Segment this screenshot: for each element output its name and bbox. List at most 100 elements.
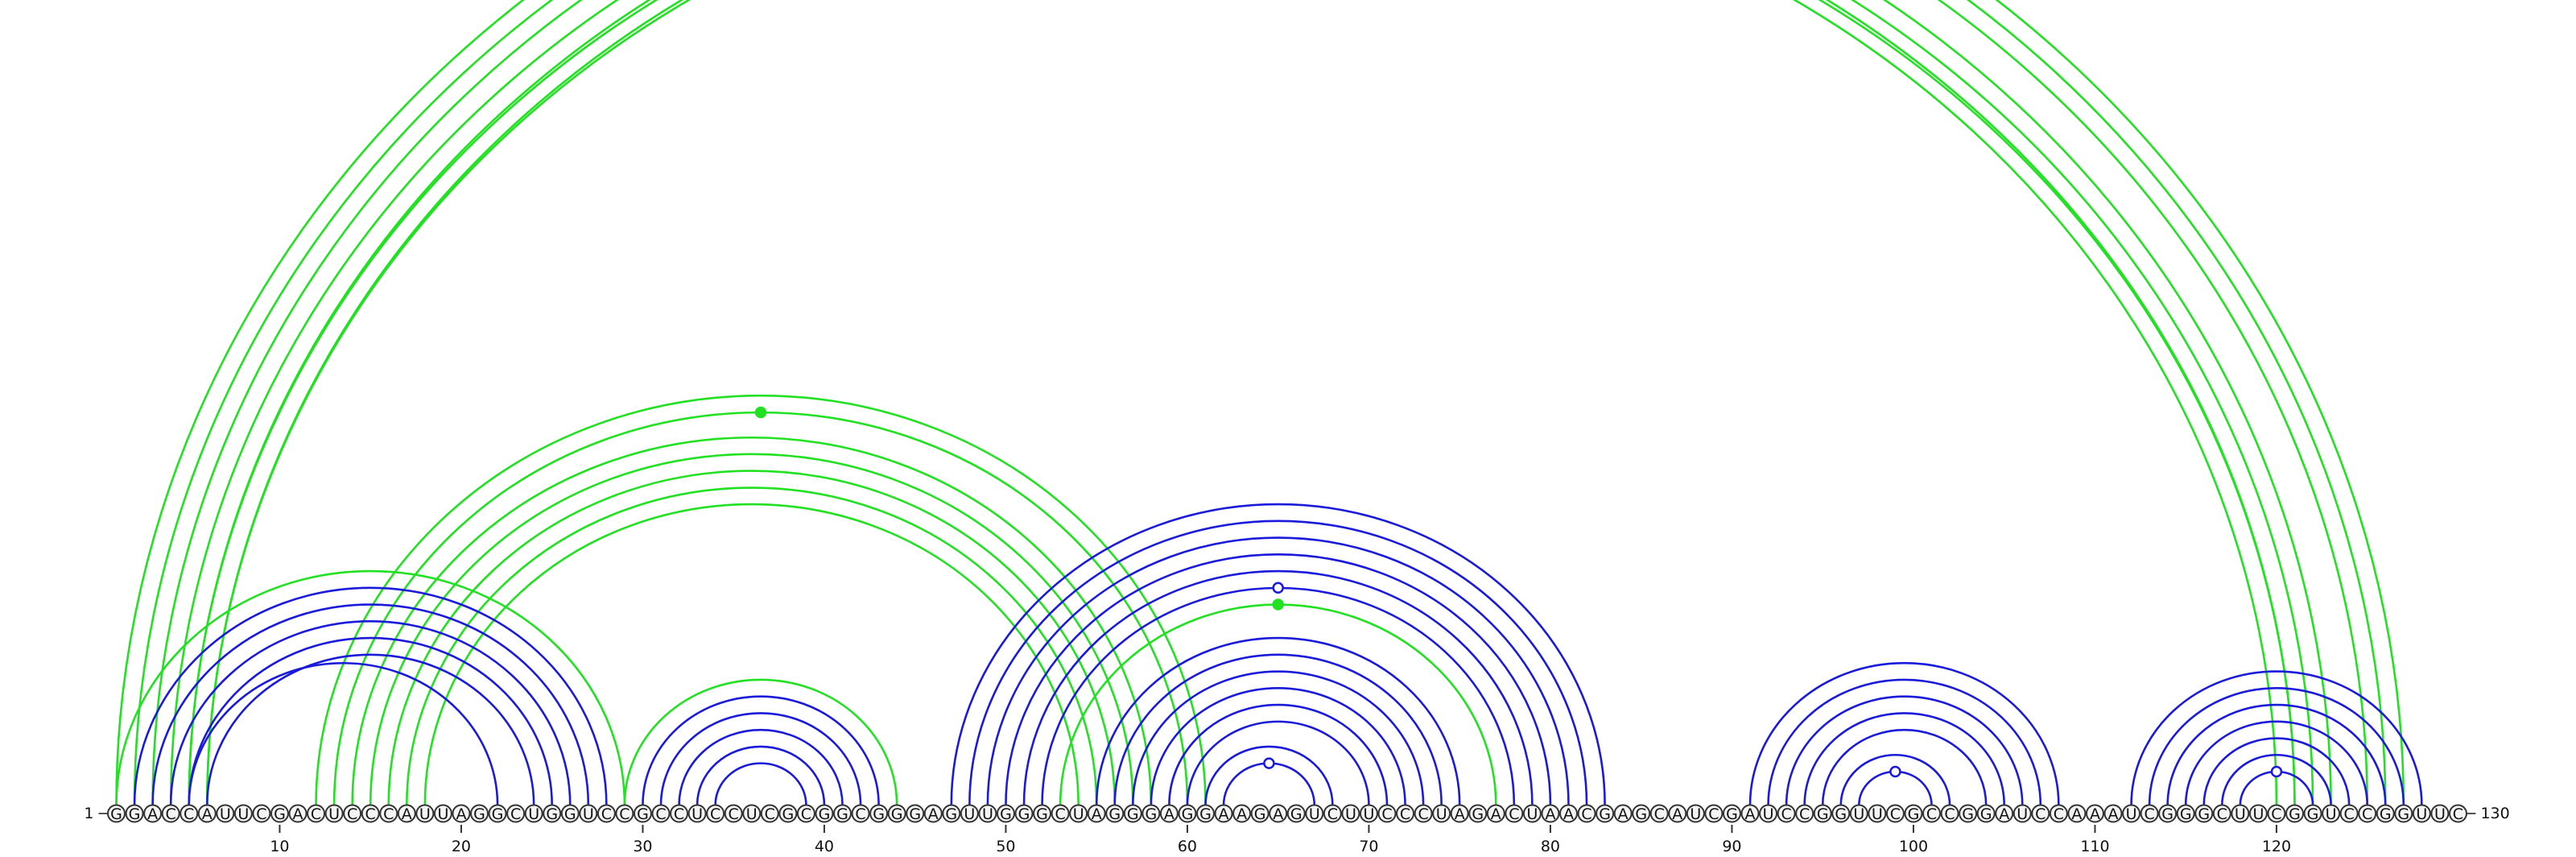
base-circle-88 [1686,804,1705,823]
tick-label-110: 110 [2080,838,2109,855]
base-76: G [1468,804,1488,823]
base-circle-90 [1722,804,1741,823]
base-letter-120: C [2271,805,2281,823]
base-letter-34: C [710,805,720,823]
base-circle-76 [1468,804,1488,823]
base-circle-32 [670,804,689,823]
arc-blue-61-68 [1204,745,1334,805]
index-ticks: 10 20 30 40 50 60 70 80 90 100 110 120 [270,825,2291,855]
tick-label-100: 100 [1899,838,1928,855]
base-circle-107 [2031,804,2050,823]
tick-label-40: 40 [815,838,834,855]
base-50: G [996,804,1015,823]
base-84: A [1613,804,1633,823]
base-circle-61 [1196,804,1215,823]
base-circle-67 [1305,804,1324,823]
base-circle-70 [1359,804,1378,823]
base-letter-59: A [1164,805,1174,823]
base-44: G [887,804,906,823]
base-circle-66 [1286,804,1306,823]
arc-blue-48-82 [968,520,1588,805]
base-letter-102: C [1944,805,1955,823]
base-letter-41: G [836,805,848,823]
base-59: A [1159,804,1179,823]
base-11: A [288,804,308,823]
base-circle-92 [1759,804,1778,823]
base-19: U [433,804,452,823]
base-circle-75 [1450,804,1469,823]
base-53: C [1051,804,1070,823]
base-circle-4 [161,804,180,823]
base-circle-5 [180,804,199,823]
base-letter-65: A [1273,805,1283,823]
base-letter-123: U [2326,805,2337,823]
base-letter-25: G [546,805,558,823]
base-80: A [1541,804,1560,823]
base-115: G [2176,804,2195,823]
base-circle-47 [942,804,961,823]
base-letter-98: U [1872,805,1883,823]
base-circle-128 [2412,804,2431,823]
base-92: U [1759,804,1778,823]
base-57: G [1123,804,1142,823]
base-circle-2 [125,804,144,823]
base-123: U [2322,804,2341,823]
base-circle-29 [615,804,634,823]
base-letter-117: C [2217,805,2227,823]
arc-blue-113-127 [2148,686,2405,805]
base-circle-113 [2140,804,2159,823]
base-125: C [2358,804,2377,823]
base-letter-9: C [256,805,266,823]
base-circle-79 [1522,804,1542,823]
base-circle-62 [1214,804,1233,823]
base-letter-73: C [1418,805,1428,823]
base-letter-100: G [1908,805,1920,823]
base-letter-56: G [1108,805,1121,823]
base-circle-3 [143,804,163,823]
base-letter-50: G [1000,805,1012,823]
base-letter-33: U [691,805,703,823]
base-62: A [1214,804,1233,823]
base-letter-130: C [2453,805,2463,823]
base-letter-68: C [1327,805,1338,823]
base-121: G [2285,804,2304,823]
base-40: G [815,804,834,823]
arc-green-29-44 [623,678,898,805]
base-circle-38 [778,804,798,823]
base-letter-129: U [2434,805,2446,823]
base-circle-119 [2248,804,2268,823]
base-letter-54: U [1073,805,1084,823]
arc-marker-blue-62-67 [1263,757,1275,769]
base-69: U [1341,804,1360,823]
arc-blue-60-70 [1186,720,1370,805]
base-letter-111: A [2108,805,2119,823]
base-104: G [1976,804,1996,823]
base-circle-68 [1323,804,1342,823]
arc-green-6-120 [205,0,2278,805]
base-circle-20 [452,804,471,823]
base-circle-43 [869,804,889,823]
base-letter-45: G [909,805,921,823]
base-15: C [361,804,380,823]
base-circle-106 [2013,804,2032,823]
base-108: C [2049,804,2068,823]
base-64: G [1250,804,1269,823]
base-letter-42: C [855,805,865,823]
base-74: U [1432,804,1451,823]
base-circle-114 [2158,804,2178,823]
base-circle-126 [2376,804,2395,823]
base-letter-114: G [2161,805,2174,823]
base-3: A [143,804,163,823]
arc-blue-49-81 [986,536,1570,805]
base-circle-122 [2303,804,2322,823]
base-letter-4: C [166,805,176,823]
base-letter-90: G [1726,805,1738,823]
base-68: C [1323,804,1342,823]
base-circle-83 [1596,804,1615,823]
base-letter-91: A [1745,805,1756,823]
base-letter-26: G [564,805,576,823]
tick-label-70: 70 [1359,838,1378,855]
arc-blue-50-80 [1005,553,1552,805]
base-letter-7: U [220,805,231,823]
base-letter-30: G [637,805,649,823]
